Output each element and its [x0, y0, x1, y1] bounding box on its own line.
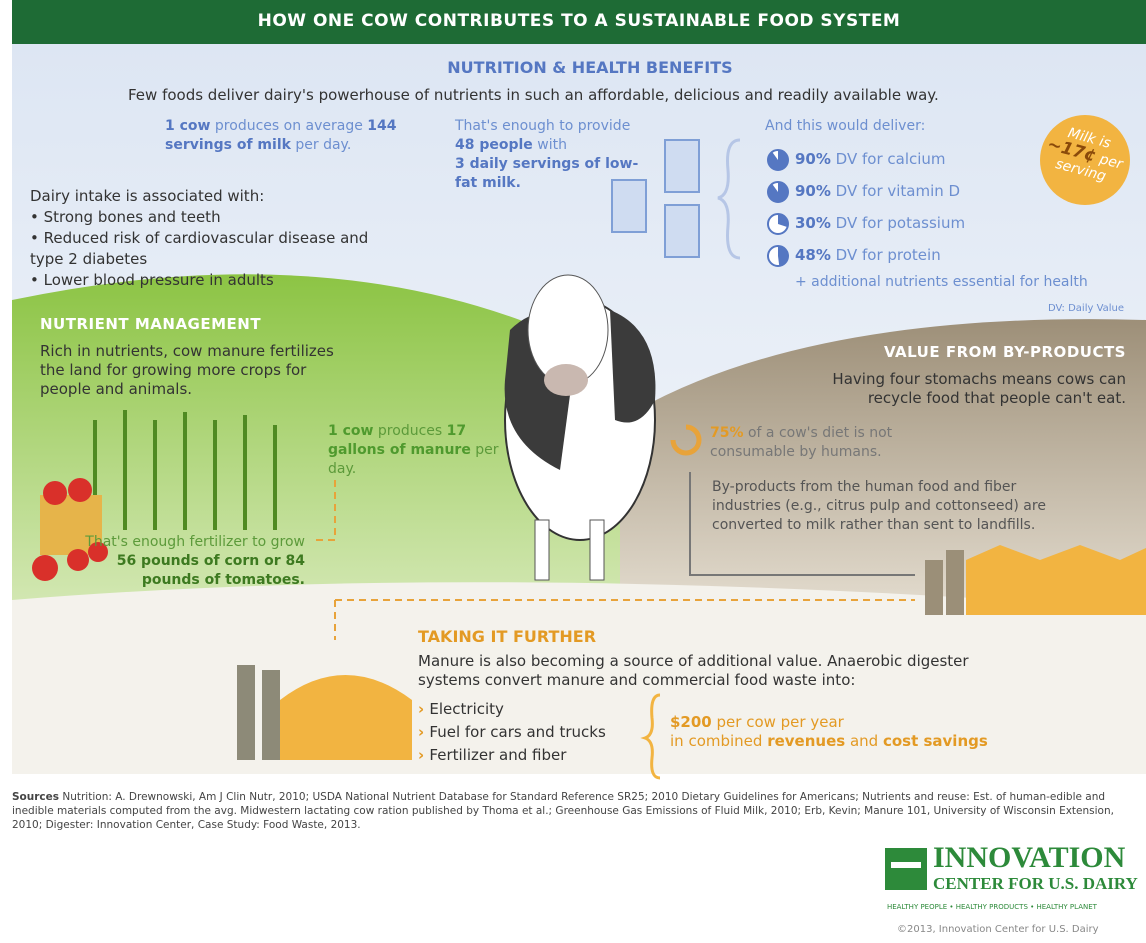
pie-icon: [766, 244, 790, 268]
bold-text: Sources: [12, 791, 59, 803]
bold-text: 3 daily servings of low-fat milk.: [455, 156, 638, 191]
pie-icon: [766, 180, 790, 204]
bold-text: cost savings: [883, 732, 988, 750]
pie-icon: [766, 212, 790, 236]
list-item: Strong bones and teeth: [30, 207, 390, 228]
text: per cow per year: [712, 713, 844, 731]
bold-text: 48%: [795, 246, 831, 264]
list: ElectricityFuel for cars and trucksFerti…: [418, 698, 606, 767]
section-title: NUTRITION & HEALTH BENEFITS: [0, 58, 1146, 77]
logo-tagline: HEALTHY PEOPLE • HEALTHY PRODUCTS • HEAL…: [887, 898, 1097, 917]
list-item: Reduced risk of cardiovascular disease a…: [30, 228, 390, 270]
milk-production: 1 cow produces on average 144 servings o…: [165, 117, 435, 155]
pie-slice: [768, 182, 788, 202]
manure-production: 1 cow produces 17 gallons of manure per …: [328, 422, 508, 479]
dv-note: DV: Daily Value: [1048, 299, 1124, 318]
text: That's enough to provide: [455, 118, 630, 134]
bold-text: revenues: [767, 732, 845, 750]
sources: Sources Nutrition: A. Drewnowski, Am J C…: [12, 790, 1142, 832]
diet: 75% of a cow's diet is not consumable by…: [710, 424, 930, 462]
text: and: [845, 732, 883, 750]
text: Nutrition: A. Drewnowski, Am J Clin Nutr…: [12, 791, 1114, 831]
provide: That's enough to provide 48 people with 3 …: [455, 117, 655, 193]
bold-text: 90%: [795, 182, 831, 200]
bold-text: 48 people: [455, 137, 533, 153]
nutrient: 90% DV for calcium: [795, 150, 946, 169]
nutrient: 30% DV for potassium: [795, 214, 965, 233]
bold-text: $200: [670, 713, 712, 731]
text: DV for calcium: [831, 150, 946, 168]
dairy-intake: Dairy intake is associated with:Strong b…: [30, 186, 390, 291]
text: Dairy intake is associated with:: [30, 186, 390, 207]
bold-text: 75%: [710, 425, 744, 441]
nutrient: 90% DV for vitamin D: [795, 182, 960, 201]
pie-slice: [768, 150, 788, 170]
diet-ring: [668, 422, 704, 458]
list: Strong bones and teethReduced risk of ca…: [30, 207, 390, 291]
text: Manure is also becoming a source of addi…: [418, 652, 1018, 690]
bold-text: 90%: [795, 150, 831, 168]
logo-name: INNOVATION: [933, 843, 1125, 873]
intro: Few foods deliver dairy's powerhouse of …: [128, 86, 939, 105]
section-title: TAKING IT FURTHER: [418, 627, 596, 646]
fertilizer: That's enough fertilizer to grow 56 poun…: [80, 533, 305, 590]
logo-mark: [885, 848, 927, 890]
text: DV for protein: [831, 246, 941, 264]
text: produces: [373, 423, 442, 439]
reuse: By-products from the human food and fibe…: [712, 478, 1072, 535]
bold-text: 1 cow: [165, 118, 210, 134]
text: That's enough fertilizer to grow: [85, 534, 305, 550]
list-item: Lower blood pressure in adults: [30, 270, 390, 291]
list-item: Fertilizer and fiber: [418, 744, 606, 767]
text: Having four stomachs means cows can recy…: [786, 370, 1126, 408]
text: Rich in nutrients, cow manure fertilizes…: [40, 342, 360, 399]
deliver-title: And this would deliver:: [765, 117, 925, 136]
bold-text: 30%: [795, 214, 831, 232]
text: produces on average: [210, 118, 362, 134]
section-title: NUTRIENT MANAGEMENT: [40, 315, 261, 334]
additional-nutrients: + additional nutrients essential for hea…: [795, 273, 1088, 292]
page: HOW ONE COW CONTRIBUTES TO A SUSTAINABLE…: [0, 0, 1146, 943]
text: per day.: [291, 137, 351, 153]
bold-text: 1 cow: [328, 423, 373, 439]
header-title: HOW ONE COW CONTRIBUTES TO A SUSTAINABLE…: [12, 12, 1146, 31]
text: in combined: [670, 732, 767, 750]
nutrient: 48% DV for protein: [795, 246, 941, 265]
bold-text: 56 pounds of corn or 84 pounds of tomato…: [117, 553, 305, 588]
text: with: [533, 137, 567, 153]
text: DV for potassium: [831, 214, 965, 232]
list-item: Fuel for cars and trucks: [418, 721, 606, 744]
list-item: Electricity: [418, 698, 606, 721]
text: DV for vitamin D: [831, 182, 960, 200]
ring-arc: [673, 427, 699, 453]
pie-icon: [766, 148, 790, 172]
section-title: VALUE FROM BY-PRODUCTS: [884, 343, 1126, 362]
logo-subtitle: CENTER FOR U.S. DAIRY: [933, 874, 1138, 893]
copyright: ©2013, Innovation Center for U.S. Dairy: [897, 920, 1099, 939]
